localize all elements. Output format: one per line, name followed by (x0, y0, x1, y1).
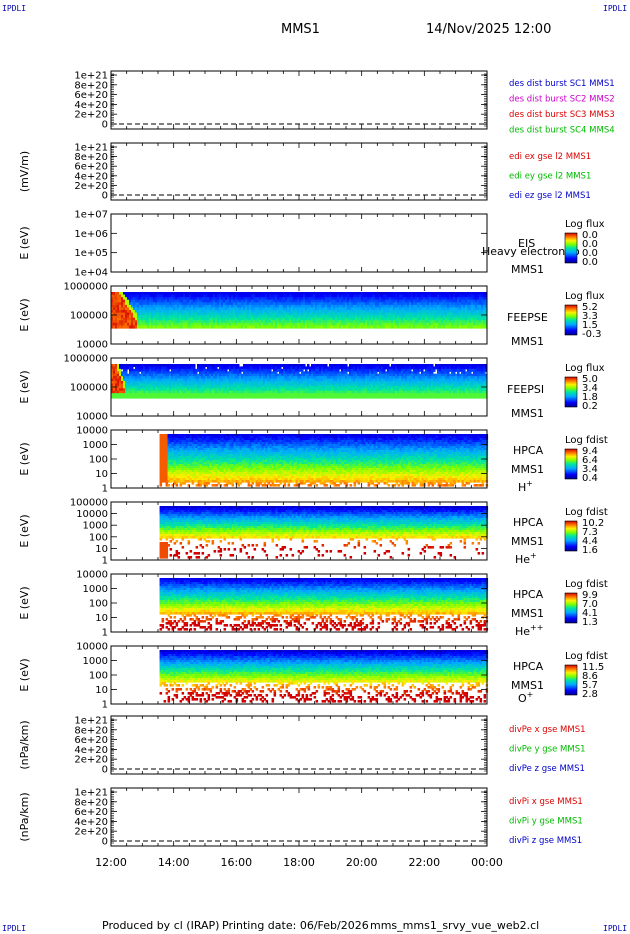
y-tick-label: 1000000 (63, 282, 108, 293)
y-tick-label: 10000 (76, 340, 108, 351)
axes-frame-p1 (111, 71, 487, 129)
legend-entry: edi ez gse l2 MMS1 (509, 191, 591, 201)
legend-entry: des dist burst SC2 MMS2 (509, 95, 615, 105)
legend-entry: des dist burst SC3 MMS3 (509, 110, 615, 120)
y-tick-label: 1e+05 (74, 248, 108, 259)
legend-entry: des dist burst SC1 MMS1 (509, 79, 615, 89)
y-tick-label: 0 (102, 191, 108, 202)
y-axis-label: (mV/m) (18, 151, 31, 192)
legend-entry: edi ey gse l2 MMS1 (509, 172, 591, 182)
y-tick-label: 1e+06 (74, 229, 108, 240)
y-tick-label: 100000 (70, 311, 108, 322)
instrument-label: FEEPSE (507, 311, 548, 324)
spectrogram-p5 (111, 364, 488, 399)
colorbar (565, 305, 577, 335)
legend-entry: edi ex gse l2 MMS1 (509, 152, 591, 162)
y-tick-label: 1e+07 (74, 210, 108, 221)
axes-frame-p2 (111, 143, 487, 200)
colorbar (565, 233, 577, 263)
spacecraft-label: MMS1 (511, 335, 544, 348)
colorbar-label: -0.3 (582, 329, 602, 340)
axes-frame-p3 (111, 214, 487, 272)
spacecraft-label: MMS1 (511, 263, 544, 276)
y-tick-label: 1e+04 (74, 268, 108, 279)
colorbar-title: Log flux (565, 291, 605, 302)
spectrogram-p4 (111, 292, 488, 329)
y-axis-label: E (eV) (18, 298, 31, 331)
y-tick-label: 0 (102, 120, 108, 131)
y-axis-label: E (eV) (18, 226, 31, 259)
legend-entry: des dist burst SC4 MMS4 (509, 126, 615, 136)
panel-p4: 1000000 100000 10000 E (eV) FEEPSE MMS1 Log fl… (18, 282, 605, 351)
colorbar-label: 0.0 (582, 257, 598, 268)
summary-plot-figure: 1e+218e+206e+204e+202e+200des dist burst… (0, 0, 630, 934)
colorbar-title: Log flux (565, 219, 605, 230)
